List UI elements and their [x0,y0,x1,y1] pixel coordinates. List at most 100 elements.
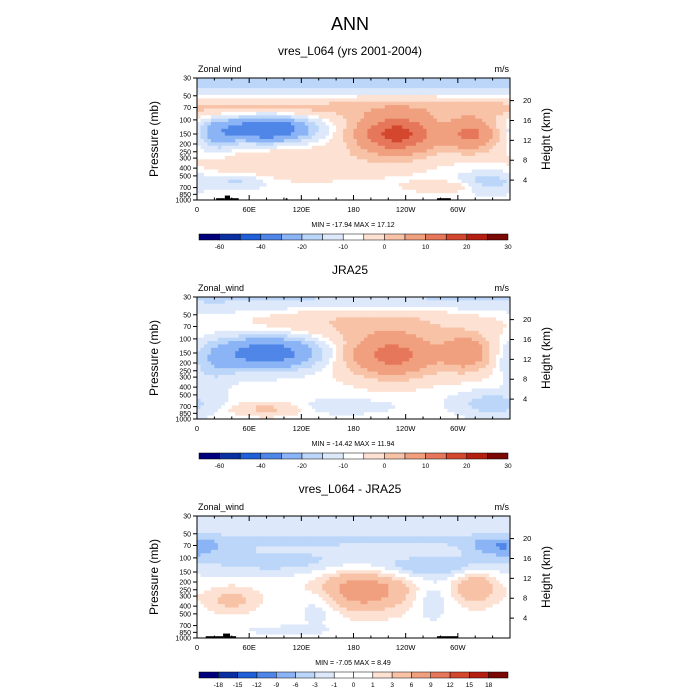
contour-cell [217,139,222,143]
contour-cell [308,81,313,86]
contour-cell [332,193,337,198]
contour-cell [360,347,365,352]
contour-cell [249,354,254,359]
contour-cell [398,132,403,137]
panel-reanalysis: JRA25 Zonal_wind m/s 0 60E 120E 180 120W 60W … [147,263,553,470]
contour-cell [370,193,375,198]
contour-cell [210,135,215,140]
contour-cell [468,132,473,137]
contour-cell [492,142,497,147]
contour-cell [436,162,441,167]
contour-cell [360,128,365,133]
contour-cell [228,149,233,154]
contour-cell [388,139,393,143]
contour-cell [224,81,229,86]
contour-cell [238,145,243,150]
contour-cell [270,354,275,359]
contour-cell [405,183,410,187]
contour-cell [443,118,448,123]
contour-cell [242,145,247,150]
contour-cell [381,303,386,308]
contour-cell [384,179,389,184]
contour-cell [468,176,473,181]
contour-cell [217,193,222,198]
contour-cell [468,166,473,170]
contour-cell [266,142,271,147]
contour-cell [301,94,306,99]
contour-cell [454,196,459,201]
contour-cell [325,327,330,332]
contour-cell [447,334,452,339]
contour-cell [276,334,281,339]
contour-cell [297,152,302,157]
y-tick-label: 300 [179,156,191,163]
contour-cell [464,166,469,170]
contour-cell [405,111,410,116]
contour-cell [203,176,208,181]
contour-cell [374,115,379,120]
contour-cell [221,317,226,322]
contour-cell [353,91,358,96]
contour-cell [210,139,215,143]
contour-cell [301,341,306,345]
contour-cell [388,152,393,157]
contour-cell [360,149,365,154]
contour-cell [276,145,281,150]
contour-cell [350,334,354,339]
contour-cell [235,105,240,109]
contour-cell [210,125,215,130]
contour-cell [499,307,504,312]
contour-cell [457,347,462,352]
contour-cell [343,334,348,339]
contour-cell [336,354,341,359]
contour-cell [506,88,511,93]
contour-cell [409,327,414,332]
contour-cell [270,320,275,325]
contour-cell [210,313,215,318]
contour-cell [457,172,462,177]
contour-cell [256,341,261,345]
contour-cell [287,183,292,187]
contour-cell [499,313,504,318]
contour-cell [280,105,285,109]
contour-cell [242,84,247,89]
contour-cell [454,152,459,157]
contour-cell [496,152,501,157]
contour-cell [482,139,487,143]
contour-cell [311,330,316,335]
contour-cell [384,84,389,89]
contour-cell [503,189,508,194]
contour-cell [461,317,466,322]
contour-cell [200,105,205,109]
contour-cell [339,128,344,133]
contour-cell [287,94,292,99]
contour-cell [252,334,257,339]
contour-cell [210,196,215,201]
contour-cell [464,313,469,318]
contour-cell [367,189,372,194]
contour-cell [346,196,351,201]
contour-cell [325,111,330,116]
contour-cell [318,169,323,174]
contour-cell [482,118,487,123]
contour-cell [287,317,292,322]
contour-cell [447,145,452,150]
contour-cell [461,310,466,315]
contour-cell [471,166,476,170]
contour-cell [270,84,275,89]
contour-cell [224,125,229,130]
contour-cell [478,81,483,86]
contour-cell [391,78,396,82]
contour-cell [231,172,236,177]
topography-block [230,198,239,200]
contour-cell [224,351,229,356]
contour-cell [329,179,334,184]
contour-cell [322,105,327,109]
contour-cell [419,149,424,154]
contour-cell [318,105,323,109]
contour-cell [276,297,281,301]
contour-cell [395,98,400,103]
contour-cell [471,91,476,96]
contour-cell [256,327,261,332]
contour-cell [294,135,299,140]
